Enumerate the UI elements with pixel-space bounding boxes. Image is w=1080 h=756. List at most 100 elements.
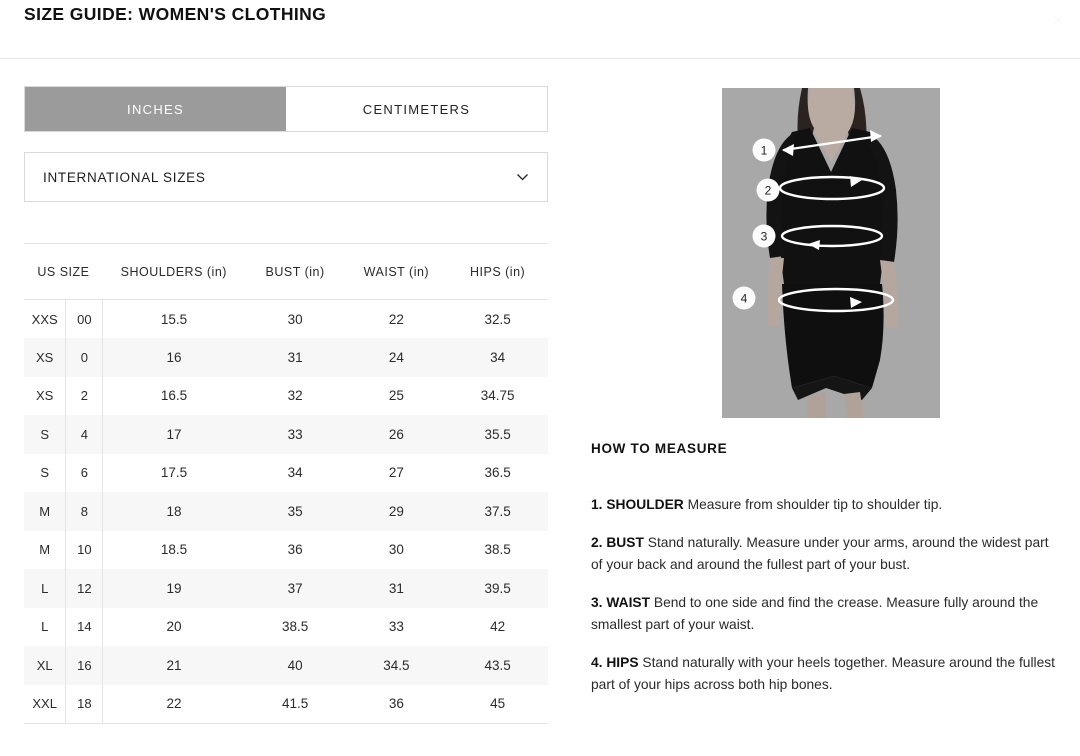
cell-shoulders: 18.5: [102, 530, 245, 569]
table-row: XS 2 16.5 32 25 34.75: [24, 376, 548, 415]
cell-shoulders: 22: [102, 684, 245, 724]
how-to-measure-item: 4. HIPS Stand naturally with your heels …: [591, 652, 1061, 696]
cell-shoulders: 20: [102, 607, 245, 646]
table-row: M 10 18.5 36 30 38.5: [24, 530, 548, 569]
tab-inches[interactable]: INCHES: [25, 87, 286, 131]
column-header-waist: WAIST (in): [345, 243, 448, 300]
cell-bust: 34: [244, 453, 346, 492]
cell-size-letter: S: [24, 453, 66, 492]
cell-size-letter: L: [24, 607, 66, 646]
cell-waist: 30: [345, 530, 448, 569]
measurement-photo: 1 2 3 4: [722, 88, 940, 418]
cell-hips: 42: [447, 607, 548, 646]
cell-bust: 40: [244, 646, 346, 685]
how-to-measure-item-lead: 1. SHOULDER: [591, 496, 684, 512]
cell-hips: 36.5: [447, 453, 548, 492]
tab-centimeters[interactable]: CENTIMETERS: [286, 87, 547, 131]
cell-size-number: 14: [65, 607, 104, 646]
cell-size-letter: XXL: [24, 684, 66, 724]
column-header-us-size: US SIZE: [24, 243, 103, 300]
cell-size-letter: XS: [24, 376, 66, 415]
table-row: XS 0 16 31 24 34: [24, 338, 548, 377]
close-icon[interactable]: ✕: [1052, 12, 1064, 28]
cell-shoulders: 21: [102, 646, 245, 685]
cell-bust: 37: [244, 569, 346, 608]
cell-hips: 32.5: [447, 299, 548, 338]
cell-size-number: 18: [65, 684, 104, 724]
cell-waist: 24: [345, 338, 448, 377]
cell-waist: 31: [345, 569, 448, 608]
cell-hips: 43.5: [447, 646, 548, 685]
column-header-bust: BUST (in): [244, 243, 346, 300]
cell-hips: 39.5: [447, 569, 548, 608]
cell-size-number: 2: [65, 376, 104, 415]
table-row: S 6 17.5 34 27 36.5: [24, 453, 548, 492]
cell-hips: 35.5: [447, 415, 548, 454]
cell-hips: 45: [447, 684, 548, 724]
cell-shoulders: 19: [102, 569, 245, 608]
cell-waist: 29: [345, 492, 448, 531]
cell-bust: 30: [244, 299, 346, 338]
cell-shoulders: 16: [102, 338, 245, 377]
cell-bust: 41.5: [244, 684, 346, 724]
cell-bust: 36: [244, 530, 346, 569]
cell-size-letter: M: [24, 530, 66, 569]
cell-bust: 31: [244, 338, 346, 377]
size-chart-table: US SIZE SHOULDERS (in) BUST (in) WAIST (…: [24, 243, 548, 724]
cell-hips: 34.75: [447, 376, 548, 415]
cell-size-number: 4: [65, 415, 104, 454]
table-body: XXS 00 15.5 30 22 32.5 XS 0 16 31 24 34 XS 2 16.5 32 25 3…: [24, 299, 548, 724]
page-title: SIZE GUIDE: WOMEN'S CLOTHING: [24, 4, 327, 24]
cell-size-number: 8: [65, 492, 104, 531]
cell-size-number: 6: [65, 453, 104, 492]
cell-waist: 34.5: [345, 646, 448, 685]
callout-badge-3: 3: [752, 224, 776, 248]
cell-waist: 36: [345, 684, 448, 724]
how-to-measure-item-lead: 4. HIPS: [591, 654, 639, 670]
cell-size-letter: XL: [24, 646, 66, 685]
svg-text:4: 4: [741, 292, 748, 306]
how-to-measure-list: 1. SHOULDER Measure from shoulder tip to…: [591, 480, 1061, 712]
svg-text:1: 1: [761, 144, 768, 158]
header-divider: [0, 58, 1080, 59]
column-header-shoulders: SHOULDERS (in): [102, 243, 245, 300]
cell-hips: 38.5: [447, 530, 548, 569]
cell-hips: 37.5: [447, 492, 548, 531]
cell-hips: 34: [447, 338, 548, 377]
cell-size-number: 0: [65, 338, 104, 377]
cell-waist: 22: [345, 299, 448, 338]
how-to-measure-item-text: Stand naturally. Measure under your arms…: [591, 534, 1049, 572]
cell-size-letter: XS: [24, 338, 66, 377]
table-header-row: US SIZE SHOULDERS (in) BUST (in) WAIST (…: [24, 243, 548, 300]
cell-waist: 33: [345, 607, 448, 646]
cell-bust: 32: [244, 376, 346, 415]
size-system-select[interactable]: INTERNATIONAL SIZES: [24, 152, 548, 202]
table-row: XL 16 21 40 34.5 43.5: [24, 646, 548, 685]
how-to-measure-item-text: Bend to one side and find the crease. Me…: [591, 594, 1039, 632]
cell-size-number: 16: [65, 646, 104, 685]
cell-shoulders: 17: [102, 415, 245, 454]
column-header-hips: HIPS (in): [447, 243, 548, 300]
cell-bust: 38.5: [244, 607, 346, 646]
how-to-measure-item: 1. SHOULDER Measure from shoulder tip to…: [591, 494, 1061, 516]
cell-shoulders: 16.5: [102, 376, 245, 415]
cell-shoulders: 15.5: [102, 299, 245, 338]
table-row: XXS 00 15.5 30 22 32.5: [24, 299, 548, 338]
cell-shoulders: 17.5: [102, 453, 245, 492]
table-row: S 4 17 33 26 35.5: [24, 415, 548, 454]
cell-size-number: 12: [65, 569, 104, 608]
how-to-measure-item-text: Stand naturally with your heels together…: [591, 654, 1055, 692]
cell-size-number: 10: [65, 530, 104, 569]
cell-size-letter: M: [24, 492, 66, 531]
table-row: L 12 19 37 31 39.5: [24, 569, 548, 608]
how-to-measure-item: 3. WAIST Bend to one side and find the c…: [591, 592, 1061, 636]
chevron-down-icon: [516, 171, 529, 184]
how-to-measure-title: HOW TO MEASURE: [591, 441, 728, 456]
left-panel: INCHES CENTIMETERS INTERNATIONAL SIZES: [24, 86, 548, 202]
how-to-measure-item-lead: 3. WAIST: [591, 594, 651, 610]
size-system-selected-value: INTERNATIONAL SIZES: [43, 169, 206, 185]
table-row: L 14 20 38.5 33 42: [24, 607, 548, 646]
cell-size-letter: XXS: [24, 299, 66, 338]
cell-bust: 33: [244, 415, 346, 454]
